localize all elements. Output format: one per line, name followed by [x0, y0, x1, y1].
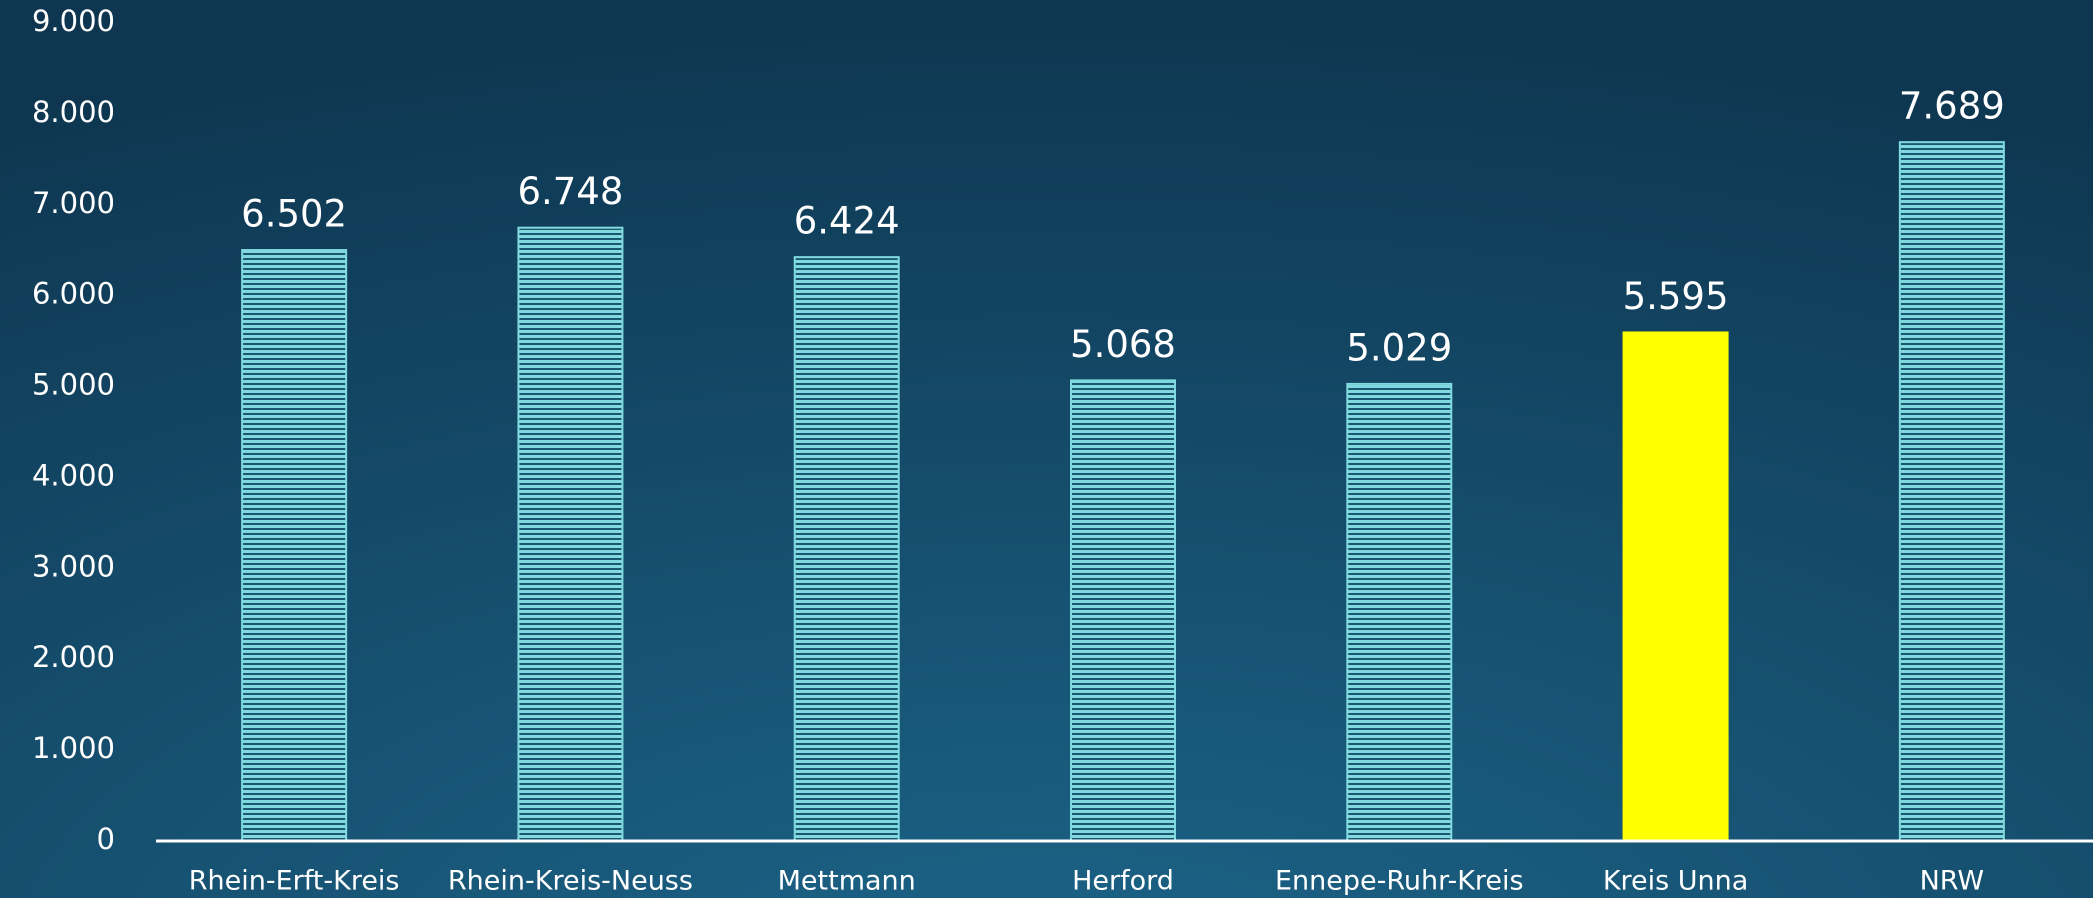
bar	[793, 256, 900, 843]
x-tick-label: Mettmann	[778, 866, 916, 897]
y-tick-label: 2.000	[32, 640, 115, 674]
y-tick-label: 3.000	[32, 549, 115, 583]
value-label: 6.502	[241, 193, 347, 236]
x-tick-label: Rhein-Erft-Kreis	[189, 866, 400, 897]
value-label: 5.595	[1623, 275, 1729, 318]
y-tick-label: 5.000	[32, 368, 115, 402]
value-label: 6.748	[517, 170, 623, 213]
bar	[1070, 379, 1176, 842]
y-tick-label: 1.000	[32, 731, 115, 765]
x-tick-label: Kreis Unna	[1603, 866, 1749, 897]
x-tick-label: Ennepe-Ruhr-Kreis	[1275, 866, 1524, 897]
y-tick-label: 9.000	[32, 4, 115, 38]
x-tick-label: NRW	[1920, 866, 1985, 897]
bar	[1622, 331, 1729, 842]
bar	[1898, 141, 2005, 842]
value-label: 7.689	[1899, 85, 2005, 128]
x-tick-label: Herford	[1072, 866, 1174, 897]
x-tick-label: Rhein-Kreis-Neuss	[448, 866, 693, 897]
bar	[1346, 382, 1453, 842]
y-tick-label: 8.000	[32, 95, 115, 129]
y-tick-label: 6.000	[32, 277, 115, 311]
value-label: 5.068	[1070, 323, 1176, 366]
y-tick-label: 0	[97, 822, 115, 856]
bar	[517, 226, 624, 843]
y-tick-label: 7.000	[32, 186, 115, 220]
value-label: 6.424	[794, 200, 900, 243]
y-tick-label: 4.000	[32, 458, 115, 492]
value-label: 5.029	[1346, 326, 1452, 369]
bar	[241, 249, 348, 842]
